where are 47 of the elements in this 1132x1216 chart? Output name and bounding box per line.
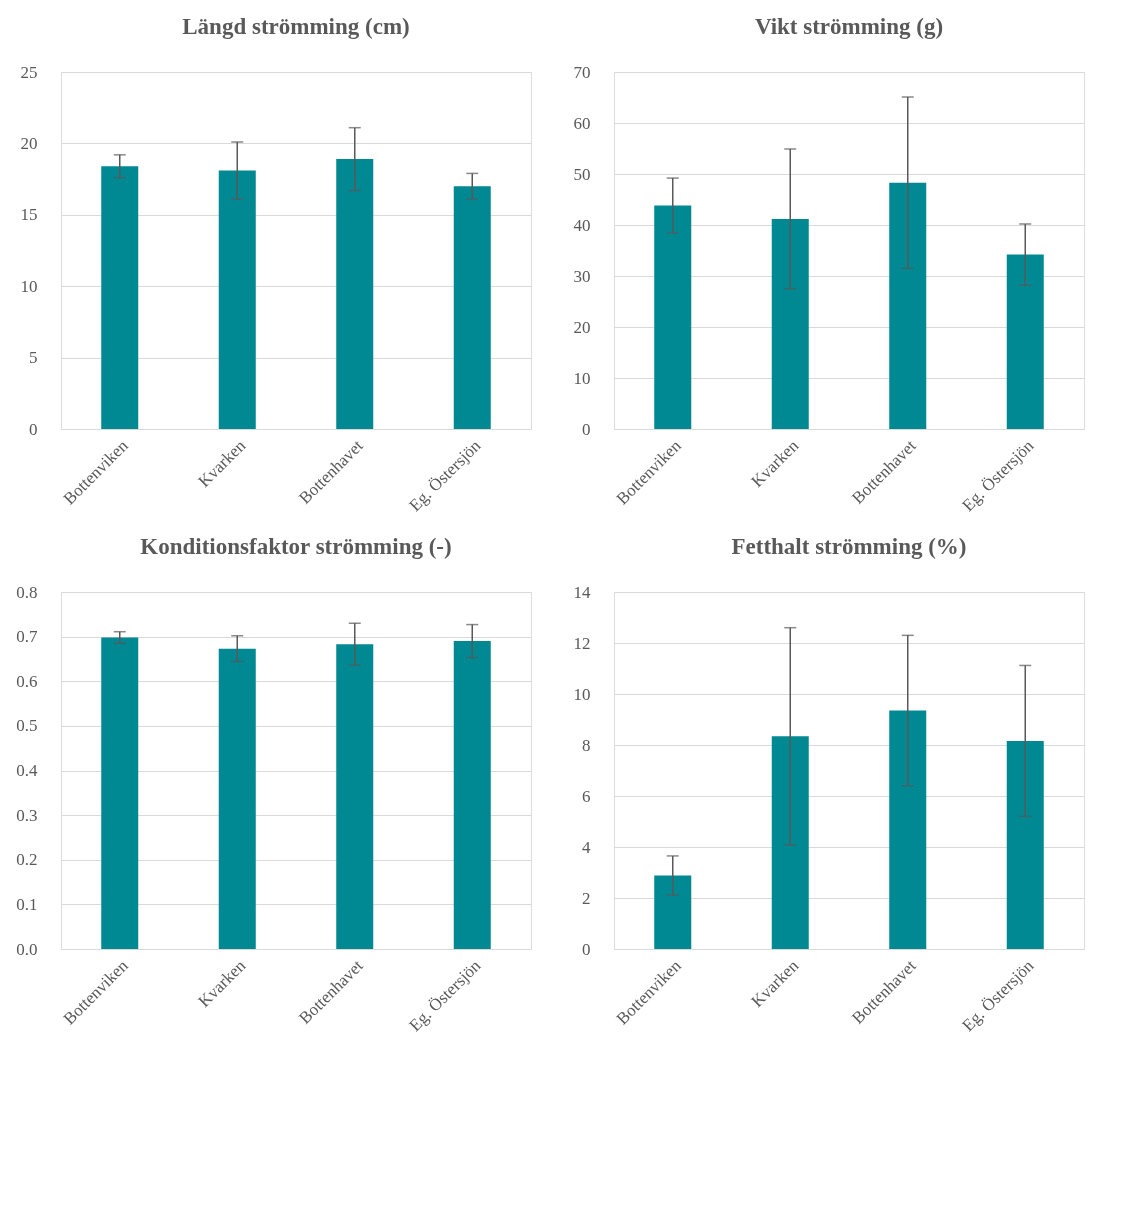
bar <box>654 875 692 949</box>
y-tick-label: 20 <box>20 133 38 153</box>
bar <box>889 710 927 949</box>
bar <box>654 205 692 429</box>
y-tick-label: 0.8 <box>16 582 38 602</box>
y-tick-label: 70 <box>573 62 591 82</box>
y-tick-label: 0.2 <box>16 850 38 870</box>
bar <box>1006 254 1044 429</box>
bar <box>218 170 256 429</box>
y-tick-label: 0.5 <box>16 716 38 736</box>
bar <box>453 186 491 429</box>
y-tick-label: 0.0 <box>16 939 38 959</box>
y-tick-label: 0.4 <box>16 761 38 780</box>
bar <box>101 166 139 429</box>
y-tick-label: 5 <box>29 348 38 368</box>
y-tick-label: 12 <box>573 633 591 653</box>
chart-title: Längd strömming (cm) <box>182 14 410 39</box>
y-tick-label: 50 <box>573 164 591 184</box>
bar <box>1006 740 1044 949</box>
y-tick-label: 40 <box>573 215 591 235</box>
y-tick-label: 8 <box>582 735 591 755</box>
bar <box>336 159 374 429</box>
bar <box>771 736 809 949</box>
y-tick-label: 0.1 <box>16 894 38 914</box>
bar <box>771 218 809 429</box>
y-tick-label: 10 <box>20 276 38 296</box>
y-tick-label: 0.6 <box>16 671 38 691</box>
y-tick-label: 25 <box>20 62 38 82</box>
y-tick-label: 10 <box>573 684 591 704</box>
chart-title: Fetthalt strömming (%) <box>731 534 967 559</box>
y-tick-label: 20 <box>573 317 591 337</box>
chart-title: Vikt strömming (g) <box>754 14 944 39</box>
y-tick-label: 0.3 <box>16 805 38 825</box>
y-tick-label: 0 <box>582 419 591 439</box>
y-tick-label: 15 <box>20 205 38 225</box>
y-tick-label: 10 <box>573 368 591 388</box>
y-tick-label: 0 <box>582 939 591 959</box>
chart-title: Konditionsfaktor strömming (-) <box>140 534 452 559</box>
y-tick-label: 30 <box>573 266 591 286</box>
y-tick-label: 4 <box>582 837 591 857</box>
y-tick-label: 14 <box>573 582 591 602</box>
y-tick-label: 60 <box>573 113 591 133</box>
y-tick-label: 6 <box>582 786 591 806</box>
y-tick-label: 0.7 <box>16 627 38 647</box>
y-tick-label: 2 <box>582 888 591 908</box>
y-tick-label: 0 <box>29 419 38 439</box>
bar <box>889 182 927 429</box>
